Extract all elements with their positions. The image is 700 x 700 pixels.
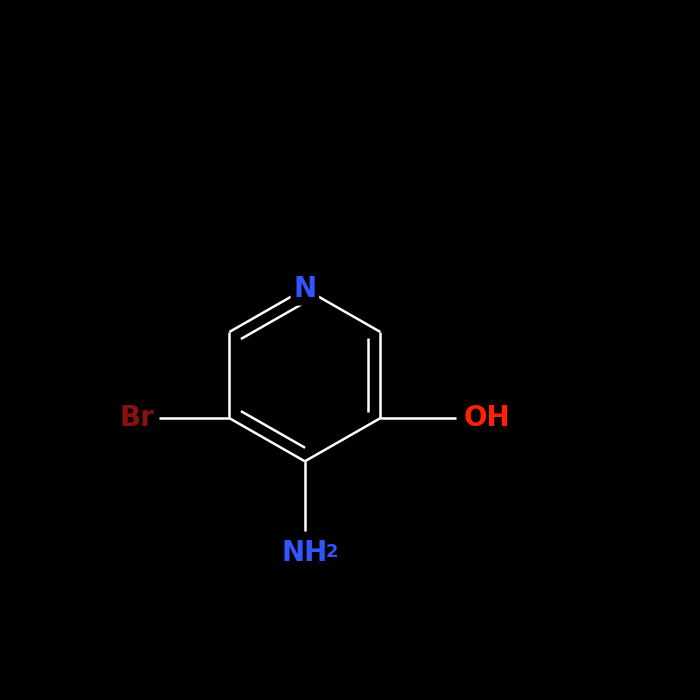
Text: OH: OH (464, 404, 510, 432)
Text: N: N (293, 275, 316, 303)
Text: NH: NH (281, 540, 328, 568)
Text: 2: 2 (326, 543, 338, 561)
Text: Br: Br (119, 404, 154, 432)
